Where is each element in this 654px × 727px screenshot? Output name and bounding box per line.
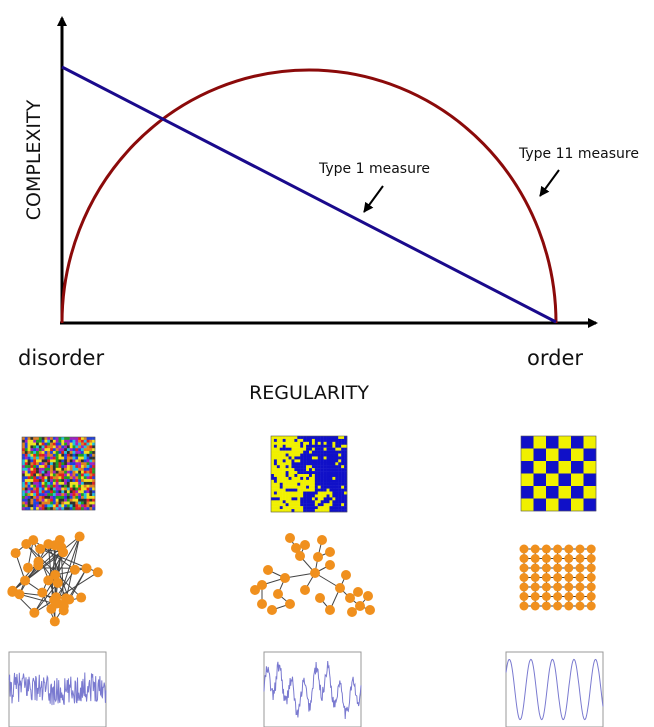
tree-network-image: [250, 533, 375, 617]
type2-annotation-arrow: [539, 169, 560, 197]
random-signal-image: [8, 651, 107, 727]
order-label: order: [527, 346, 583, 370]
periodic-signal-image: [505, 651, 604, 727]
x-axis-label: REGULARITY: [249, 382, 369, 404]
type2-annotation: Type 11 measure: [518, 146, 639, 162]
type1-annotation-arrow: [363, 185, 384, 213]
y-axis-label: COMPLEXITY: [23, 99, 45, 220]
checkerboard-lattice-image: [520, 435, 597, 512]
type2-measure-curve: [60, 68, 558, 324]
clustered-lattice-image: [270, 435, 348, 513]
type1-measure-line: [61, 65, 557, 324]
intermediate-signal-image: [263, 651, 362, 727]
random-lattice-image: [21, 436, 96, 511]
disorder-label: disorder: [18, 346, 104, 370]
random-network-image: [7, 531, 103, 627]
grid-network-image: [519, 544, 596, 611]
type1-annotation: Type 1 measure: [318, 161, 430, 177]
